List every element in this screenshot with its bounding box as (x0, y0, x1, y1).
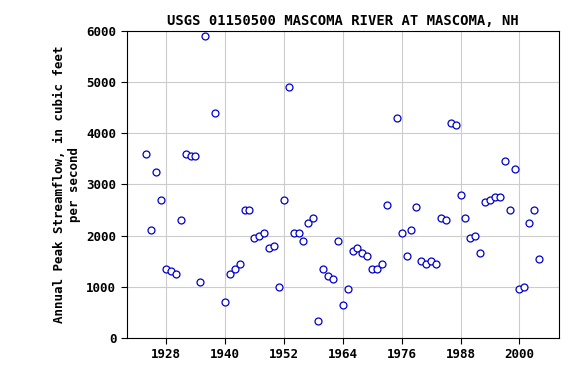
Point (535, 255, 544, 262)
Point (412, 204, 421, 210)
Point (319, 266, 328, 272)
Point (323, 273, 332, 280)
Point (210, 109, 219, 116)
Point (431, 261, 441, 267)
Point (294, 230, 303, 236)
Point (196, 278, 205, 285)
Point (166, 268, 176, 275)
Point (274, 284, 283, 290)
Point (382, 202, 392, 208)
Point (466, 235, 475, 241)
Point (230, 266, 239, 272)
Point (363, 253, 372, 259)
Point (422, 261, 431, 267)
Point (471, 232, 480, 238)
Point (476, 250, 485, 257)
Point (240, 207, 249, 213)
Point (520, 284, 529, 290)
Point (299, 238, 308, 244)
Point (529, 207, 539, 213)
Point (151, 169, 161, 175)
Point (142, 151, 151, 157)
Point (367, 266, 377, 272)
Point (373, 266, 382, 272)
Point (309, 215, 318, 221)
Point (181, 151, 190, 157)
Point (441, 217, 450, 223)
Point (245, 207, 254, 213)
Point (147, 227, 156, 233)
Point (220, 299, 229, 305)
Point (338, 301, 347, 308)
Point (304, 220, 313, 226)
Point (515, 286, 524, 292)
Point (157, 197, 166, 203)
Point (270, 243, 279, 249)
Point (250, 235, 259, 241)
Point (289, 230, 298, 236)
Point (416, 258, 426, 264)
Point (490, 194, 499, 200)
Point (392, 115, 401, 121)
Point (264, 245, 274, 252)
Point (377, 261, 386, 267)
Point (500, 158, 509, 164)
Point (446, 120, 455, 126)
Point (510, 166, 519, 172)
Point (436, 215, 445, 221)
Point (333, 238, 342, 244)
Point (397, 230, 406, 236)
Point (260, 230, 269, 236)
Point (407, 227, 416, 233)
Title: USGS 01150500 MASCOMA RIVER AT MASCOMA, NH: USGS 01150500 MASCOMA RIVER AT MASCOMA, … (167, 14, 518, 28)
Point (505, 207, 514, 213)
Point (186, 153, 195, 159)
Point (495, 194, 505, 200)
Point (402, 253, 411, 259)
Point (426, 258, 435, 264)
Point (225, 271, 234, 277)
Point (279, 197, 289, 203)
Point (480, 199, 490, 205)
Point (343, 286, 353, 292)
Point (348, 248, 357, 254)
Point (353, 245, 362, 252)
Point (525, 220, 534, 226)
Point (451, 122, 460, 129)
Point (456, 192, 465, 198)
Point (313, 318, 323, 324)
Point (200, 33, 210, 39)
Y-axis label: Annual Peak Streamflow, in cubic feet
per second: Annual Peak Streamflow, in cubic feet pe… (53, 46, 81, 323)
Point (191, 153, 200, 159)
Point (255, 232, 264, 238)
Point (161, 266, 170, 272)
Point (235, 261, 244, 267)
Point (328, 276, 338, 282)
Point (486, 197, 495, 203)
Point (176, 217, 185, 223)
Point (461, 215, 470, 221)
Point (171, 271, 180, 277)
Point (358, 250, 367, 257)
Point (284, 84, 293, 90)
